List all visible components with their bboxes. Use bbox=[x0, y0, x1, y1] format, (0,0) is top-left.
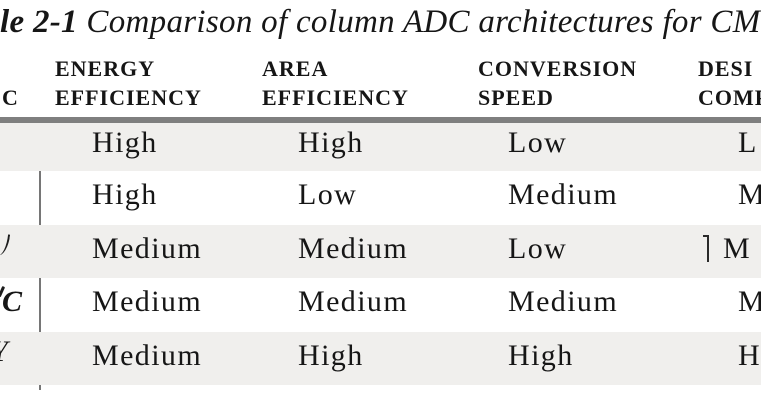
cell-energy-efficiency: High bbox=[92, 126, 158, 159]
cell-area-efficiency: High bbox=[298, 339, 364, 372]
cell-conversion-speed: Medium bbox=[508, 178, 619, 211]
row-label-fragment bbox=[0, 233, 11, 257]
cell-energy-efficiency: Medium bbox=[92, 339, 203, 372]
cell-conversion-speed: Medium bbox=[508, 285, 619, 318]
cell-conversion-speed: Low bbox=[508, 126, 568, 159]
cell-design-complexity: M bbox=[738, 178, 761, 211]
column-header-conversion-speed: CONVERSION SPEED bbox=[478, 56, 638, 110]
row-label-fragment: Y bbox=[0, 334, 9, 370]
cell-design-complexity: H bbox=[738, 339, 761, 372]
cell-energy-efficiency: Medium bbox=[92, 232, 203, 265]
table-row: C Medium Medium Medium M bbox=[0, 278, 761, 332]
cell-conversion-speed: Low bbox=[508, 232, 568, 265]
table-caption-text: Comparison of column ADC architectures f… bbox=[86, 4, 761, 40]
cell-area-efficiency: Medium bbox=[298, 232, 409, 265]
table-caption: le 2-1 Comparison of column ADC architec… bbox=[0, 0, 761, 44]
cell-energy-efficiency: High bbox=[92, 178, 158, 211]
header-bottom-rule bbox=[0, 117, 761, 123]
table-row: Medium Medium Low M bbox=[0, 225, 761, 278]
cell-area-efficiency: Medium bbox=[298, 285, 409, 318]
cell-area-efficiency: High bbox=[298, 126, 364, 159]
table-row: High Low Medium M bbox=[0, 171, 761, 225]
column-header-area-efficiency: AREA EFFICIENCY bbox=[262, 56, 409, 110]
column-header-adc-fragment: C bbox=[2, 85, 19, 110]
column-header-design-complexity: DESI COMP bbox=[698, 56, 761, 110]
text-cursor-artifact bbox=[703, 235, 709, 262]
cell-area-efficiency: Low bbox=[298, 178, 358, 211]
table-caption-number-fragment: le 2-1 bbox=[0, 4, 78, 40]
row-label-fragment: C bbox=[2, 285, 24, 318]
cell-design-complexity: L bbox=[738, 126, 758, 159]
column-header-energy-efficiency: ENERGY EFFICIENCY bbox=[55, 56, 202, 110]
cell-energy-efficiency: Medium bbox=[92, 285, 203, 318]
cell-design-complexity: M bbox=[723, 232, 752, 265]
table-row: High High Low L bbox=[0, 123, 761, 171]
table-row: Y Medium High High H bbox=[0, 332, 761, 385]
cell-design-complexity: M bbox=[738, 285, 761, 318]
cell-conversion-speed: High bbox=[508, 339, 574, 372]
